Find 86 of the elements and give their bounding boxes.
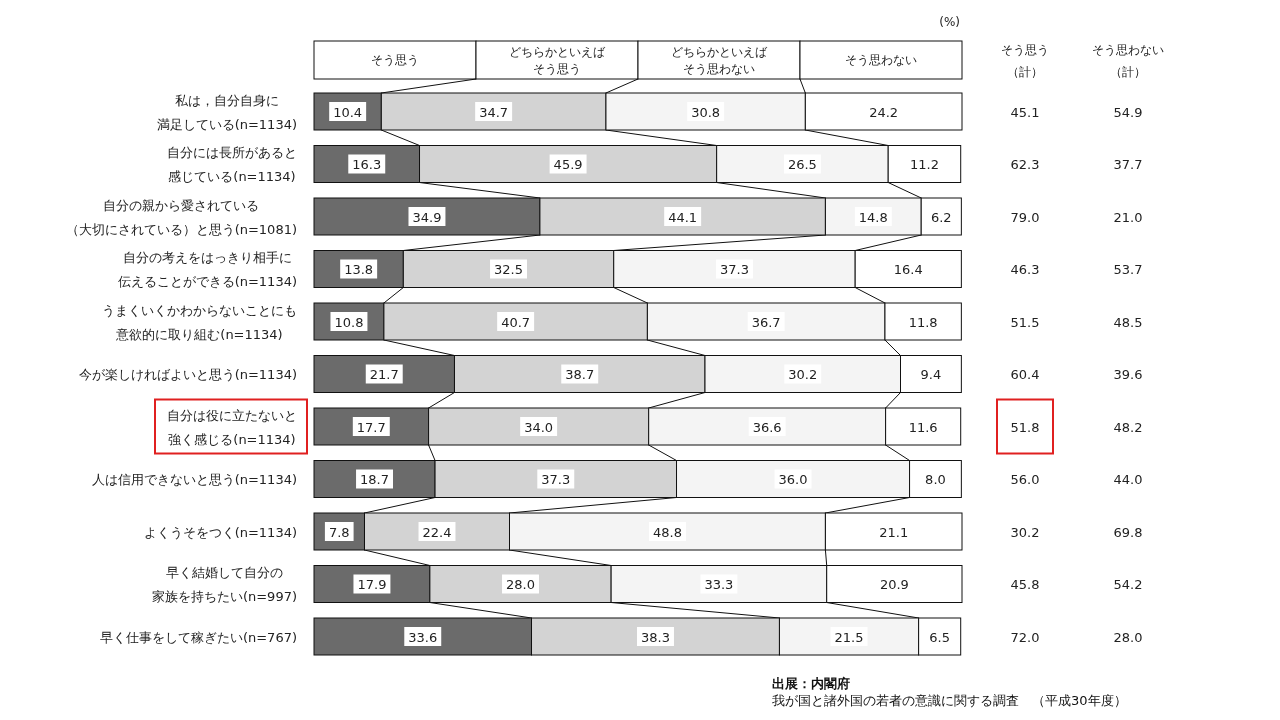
data-label: 21.7	[369, 366, 399, 382]
data-label: 8.0	[925, 471, 946, 487]
cell-label: 56.0	[1010, 471, 1040, 487]
data-label: 17.7	[356, 419, 386, 434]
data-label: 30.8	[691, 104, 721, 119]
data-label: 24.2	[869, 104, 899, 119]
cell-label: 44.0	[1113, 471, 1143, 487]
category-label: よくうそをつく(n=1134)	[143, 524, 297, 539]
category-label: 私は，自分自身に満足している(n=1134)	[156, 92, 297, 131]
cell-label: 54.2	[1113, 576, 1143, 592]
data-label: 37.3	[720, 261, 749, 277]
legend-label: どちらかといえばそう思わない	[671, 44, 767, 76]
data-label: 48.8	[653, 524, 682, 539]
data-label: 9.4	[920, 366, 942, 382]
data-label: 10.4	[333, 104, 363, 119]
cell-label: 60.4	[1010, 366, 1040, 382]
legend-label: そう思う	[371, 53, 419, 67]
data-label: 26.5	[787, 156, 817, 172]
legend-label: そう思わない	[845, 53, 917, 67]
data-label: 10.8	[334, 314, 364, 329]
data-label: 7.8	[328, 524, 350, 539]
cell-label: 53.7	[1113, 261, 1143, 277]
data-label: 40.7	[501, 314, 531, 329]
cell-label: 46.3	[1010, 261, 1040, 277]
cell-label: 79.0	[1010, 209, 1040, 224]
column-header: そう思う（計）	[1001, 43, 1049, 79]
cell-label: 54.9	[1113, 104, 1143, 119]
cell-label: 39.6	[1113, 366, 1143, 382]
legend-label: どちらかといえばそう思う	[509, 44, 605, 76]
data-label: 18.7	[360, 471, 389, 487]
data-label: 6.5	[929, 629, 950, 644]
data-label: 14.8	[858, 209, 888, 224]
cell-label: 51.5	[1010, 314, 1040, 329]
annotation: 我が国と諸外国の若者の意識に関する調査 （平成30年度）	[772, 692, 1127, 708]
cell-label: 30.2	[1010, 524, 1040, 539]
data-label: 33.6	[408, 629, 438, 644]
data-label: 45.9	[553, 156, 583, 172]
category-label: 早く仕事をして稼ぎたい(n=767)	[99, 629, 297, 644]
category-label: 自分の親から愛されている（大切にされている）と思う(n=1081)	[65, 197, 297, 236]
cell-label: 48.5	[1113, 314, 1143, 329]
data-label: 36.0	[778, 471, 808, 487]
cell-label: 51.8	[1010, 419, 1040, 434]
data-label: 16.4	[893, 261, 923, 277]
cell-label: 72.0	[1010, 629, 1040, 644]
data-label: 37.3	[541, 471, 571, 487]
category-label: うまくいくかわからないことにも意欲的に取り組む(n=1134)	[102, 302, 297, 341]
data-label: 33.3	[704, 576, 734, 592]
data-label: 30.2	[788, 366, 818, 382]
data-label: 20.9	[879, 576, 909, 592]
cell-label: 45.8	[1010, 576, 1040, 592]
data-label: 38.7	[565, 366, 595, 382]
data-label: 44.1	[668, 209, 698, 224]
data-label: 34.9	[412, 209, 442, 224]
data-label: 21.5	[834, 629, 864, 644]
category-label: 今が楽しければよいと思う(n=1134)	[78, 366, 297, 382]
cell-label: 62.3	[1010, 156, 1040, 172]
data-label: 11.2	[910, 156, 939, 172]
cell-label: 21.0	[1113, 209, 1143, 224]
data-label: 32.5	[494, 261, 523, 277]
category-label: 人は信用できないと思う(n=1134)	[91, 471, 297, 487]
category-label: 自分は役に立たないと強く感じる(n=1134)	[167, 407, 297, 446]
data-label: 38.3	[641, 629, 670, 644]
data-label: 17.9	[357, 576, 387, 592]
cell-label: 48.2	[1113, 419, 1143, 434]
annotation: (%)	[939, 15, 960, 29]
cell-label: 69.8	[1113, 524, 1143, 539]
data-label: 16.3	[352, 156, 382, 172]
data-label: 11.8	[908, 314, 938, 329]
data-label: 13.8	[344, 261, 374, 277]
data-label: 34.0	[524, 419, 554, 434]
data-label: 28.0	[506, 576, 535, 592]
data-label: 21.1	[879, 524, 909, 539]
data-label: 22.4	[422, 524, 452, 539]
data-label: 36.6	[752, 419, 782, 434]
cell-label: 37.7	[1113, 156, 1143, 172]
category-label: 早く結婚して自分の家族を持ちたい(n=997)	[151, 564, 297, 604]
data-label: 6.2	[930, 209, 952, 224]
column-header: そう思わない（計）	[1092, 43, 1164, 79]
data-label: 34.7	[479, 104, 509, 119]
annotation: 出展：内閣府	[772, 675, 850, 691]
category-label: 自分には長所があると感じている(n=1134)	[167, 144, 297, 184]
cell-label: 45.1	[1010, 104, 1040, 119]
data-label: 36.7	[751, 314, 781, 329]
cell-label: 28.0	[1113, 629, 1143, 644]
data-label: 11.6	[908, 419, 938, 434]
category-label: 自分の考えをはっきり相手に伝えることができる(n=1134)	[117, 249, 297, 289]
